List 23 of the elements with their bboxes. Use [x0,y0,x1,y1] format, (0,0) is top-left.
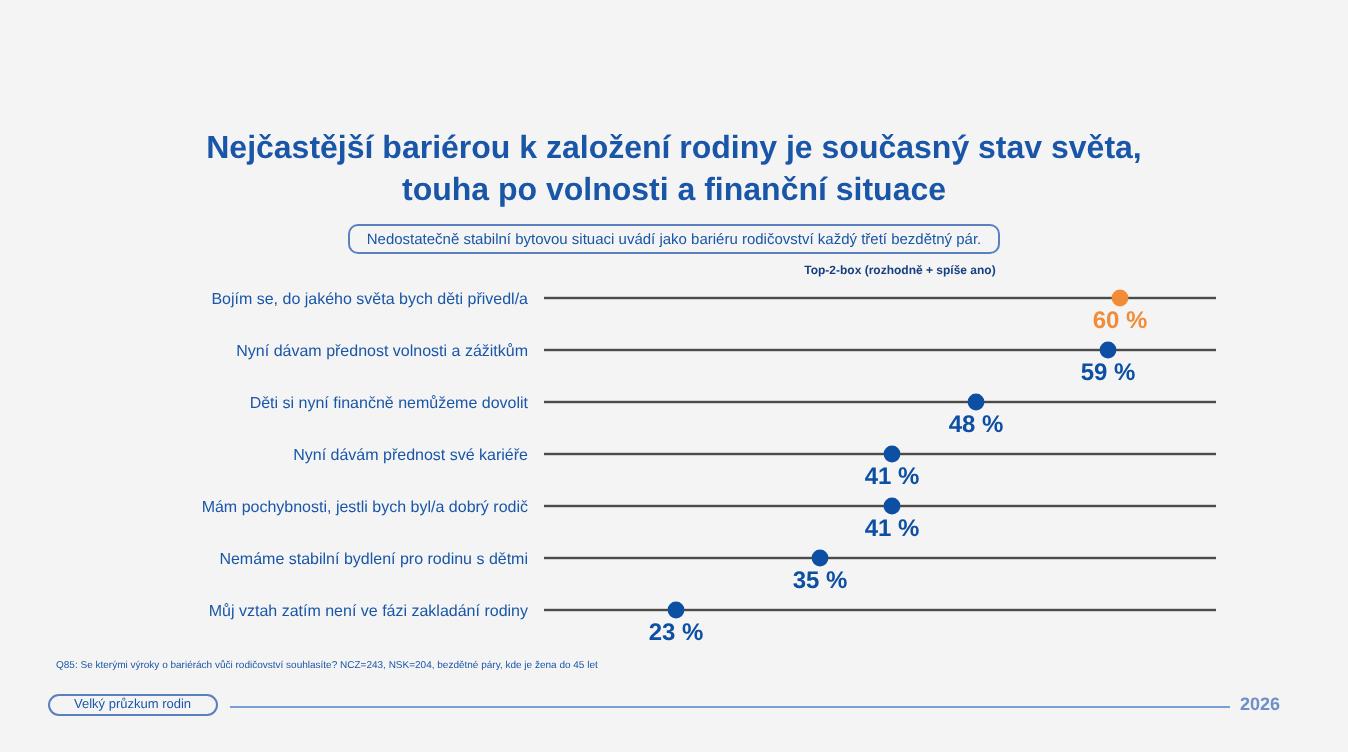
y-tick-label: Můj vztah zatím není ve fázi zakladání rodiny [208,602,528,620]
data-label: 23 % [648,618,704,646]
y-tick-label: Děti si nyní finančně nemůžeme dovolit [249,394,530,412]
point [1099,341,1117,359]
data-label: 41 % [864,462,920,490]
point [1111,289,1129,307]
point [811,549,829,567]
chart-title: Nejčastější bariérou k založení rodiny je současný stav světa, touha po volnosti a finanční situace [204,130,1144,212]
data-label: 35 % [792,566,848,594]
data-label: 41 % [864,514,920,542]
y-tick-label: Mám pochybnosti, jestli bych byl/a dobrý rodič [201,498,528,516]
data-label: 59 % [1080,358,1136,386]
text: 2026 [1240,694,1281,714]
point [667,601,685,619]
point [883,497,901,515]
y-tick-label: Bojím se, do jakého světa bych děti přivedl/a [211,290,530,308]
data-label: 48 % [948,410,1004,438]
point [883,445,901,463]
y-tick-label: Nyní dávám přednost své kariéře [293,446,530,464]
y-tick-label: Nyní dávam přednost volnosti a zážitkům [236,342,529,360]
point [967,393,985,411]
y-tick-label: Nemáme stabilní bydlení pro rodinu s dětmi [219,550,529,568]
data-label: 60 % [1092,306,1148,334]
